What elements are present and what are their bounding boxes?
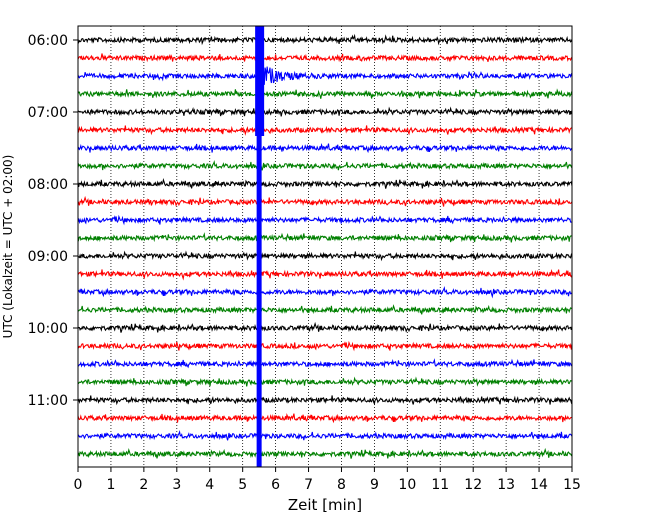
trace-10:30 (77, 358, 573, 369)
trace-10:45 (77, 376, 573, 387)
trace-09:15 (77, 269, 573, 281)
trace-08:30 (77, 214, 572, 226)
y-tick-label: 09:00 (28, 249, 68, 265)
x-tick-label: 4 (205, 477, 214, 493)
trace-11:15 (77, 413, 573, 424)
x-tick-label: 15 (563, 477, 581, 493)
x-tick-label: 9 (370, 477, 379, 493)
trace-07:45 (77, 159, 573, 171)
trace-09:45 (77, 304, 573, 315)
trace-06:30 (77, 63, 573, 87)
x-tick-label: 6 (271, 477, 280, 493)
trace-08:45 (77, 232, 573, 243)
trace-07:15 (77, 125, 573, 136)
x-axis-label: Zeit [min] (288, 496, 362, 514)
trace-08:15 (77, 195, 573, 207)
trace-07:00 (77, 106, 573, 117)
trace-11:30 (77, 429, 573, 441)
event-peak (255, 26, 265, 136)
x-axis-ticks: 0 1 2 3 4 5 6 7 8 9 10 11 12 13 14 15 (74, 467, 581, 493)
trace-06:45 (77, 88, 573, 99)
x-tick-label: 11 (431, 477, 449, 493)
x-tick-label: 3 (172, 477, 181, 493)
y-tick-label: 06:00 (28, 33, 68, 49)
x-tick-label: 8 (337, 477, 346, 493)
x-tick-label: 2 (139, 477, 148, 493)
x-tick-label: 14 (530, 477, 548, 493)
y-tick-label: 07:00 (28, 105, 68, 121)
y-axis-label: UTC (Lokalzeit = UTC + 02:00) (1, 155, 15, 339)
trace-08:00 (77, 178, 573, 189)
y-tick-label: 11:00 (28, 393, 68, 409)
x-tick-label: 12 (464, 477, 482, 493)
trace-07:30 (77, 143, 573, 154)
x-tick-label: 10 (398, 477, 416, 493)
x-tick-label: 5 (238, 477, 247, 493)
trace-10:00 (77, 321, 573, 333)
plot-frame (77, 25, 573, 468)
seismic-traces (77, 33, 573, 459)
event-marker (255, 26, 265, 467)
x-tick-label: 13 (497, 477, 515, 493)
y-tick-label: 10:00 (28, 321, 68, 337)
x-tick-label: 7 (304, 477, 313, 493)
trace-06:15 (77, 53, 573, 63)
x-tick-label: 0 (74, 477, 83, 493)
y-tick-label: 08:00 (28, 177, 68, 193)
event-band (256, 84, 262, 467)
trace-10:15 (77, 340, 573, 352)
trace-09:30 (77, 285, 573, 299)
trace-06:00 (77, 33, 573, 46)
x-tick-label: 1 (106, 477, 115, 493)
trace-11:00 (77, 395, 573, 406)
y-axis-ticks: 06:00 07:00 08:00 09:00 10:00 11:00 (28, 33, 78, 409)
trace-11:45 (77, 447, 573, 459)
trace-09:00 (77, 250, 573, 262)
